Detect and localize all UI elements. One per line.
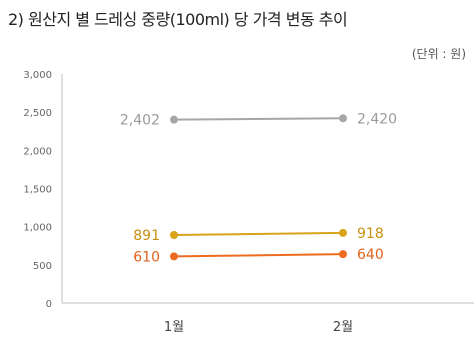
- data-point: [170, 252, 178, 261]
- y-tick-label: 500: [33, 261, 52, 272]
- data-label: 2,402: [120, 113, 160, 129]
- y-tick-label: 1,000: [23, 223, 52, 234]
- data-label: 2,420: [357, 111, 397, 127]
- data-point: [339, 228, 347, 237]
- data-label: 918: [357, 226, 384, 242]
- y-tick-label: 2,500: [23, 108, 52, 119]
- chart-title: 2) 원산지 별 드레싱 중량(100ml) 당 가격 변동 추이: [8, 10, 348, 29]
- x-tick-label: 2월: [333, 320, 353, 335]
- y-tick-label: 3,000: [23, 70, 52, 81]
- series-line: [173, 231, 344, 236]
- data-label: 640: [357, 247, 384, 263]
- data-label: 891: [133, 228, 160, 244]
- series-line: [173, 117, 344, 121]
- y-tick-label: 1,500: [23, 185, 52, 196]
- y-tick-label: 2,000: [23, 146, 52, 157]
- data-point: [170, 230, 178, 239]
- series-line: [173, 253, 344, 258]
- data-label: 610: [133, 249, 160, 265]
- y-tick-label: 0: [46, 299, 52, 310]
- data-point: [339, 114, 347, 123]
- data-point: [339, 250, 347, 259]
- unit-note: (단위 : 원): [411, 47, 466, 61]
- x-tick-label: 1월: [164, 320, 184, 335]
- data-point: [170, 115, 178, 124]
